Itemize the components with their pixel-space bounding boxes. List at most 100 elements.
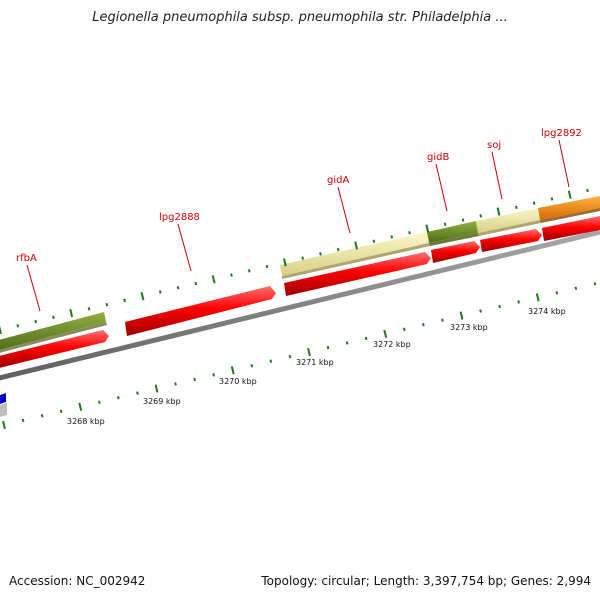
upper-major-tick (140, 292, 145, 301)
upper-minor-tick (336, 247, 340, 252)
upper-major-tick (496, 207, 501, 216)
gene-gidB[interactable] (427, 221, 479, 246)
upper-minor-tick (301, 256, 304, 260)
accession-text: Accession: NC_002942 (9, 574, 146, 588)
upper-major-tick (425, 224, 430, 233)
lower-minor-tick (174, 382, 177, 386)
lower-major-tick (230, 366, 235, 375)
upper-minor-tick (319, 252, 322, 256)
gene-rfbA[interactable] (0, 312, 107, 354)
lower-minor-tick (250, 364, 254, 368)
cds-gidA[interactable] (284, 252, 431, 296)
lower-minor-tick (117, 395, 120, 400)
cds-lpg2892[interactable] (542, 216, 600, 241)
partial-gene-blue (0, 393, 6, 404)
lower-minor-tick (574, 286, 578, 290)
lower-minor-tick (345, 341, 349, 345)
cds-lpg2888[interactable] (125, 286, 276, 336)
upper-major-tick (211, 275, 216, 284)
upper-minor-tick (515, 205, 518, 210)
lower-minor-tick (498, 304, 501, 309)
leader-gidB (435, 163, 448, 212)
scale-label-3273: 3273 kbp (450, 323, 488, 332)
lower-minor-tick (517, 300, 520, 304)
lower-major-tick (154, 384, 159, 393)
gene-lpg2892[interactable] (538, 196, 600, 223)
lower-minor-tick (98, 400, 101, 404)
upper-minor-tick (390, 235, 394, 239)
lower-minor-tick (288, 354, 292, 359)
lower-minor-tick (212, 373, 215, 377)
cds-rfbA[interactable] (0, 330, 109, 369)
scale-label-3268: 3268 kbp (67, 417, 105, 426)
upper-tick-track (0, 188, 589, 335)
lower-minor-tick (21, 418, 25, 423)
lower-minor-tick (40, 414, 44, 418)
lower-minor-tick (422, 323, 425, 327)
lower-major-tick (383, 329, 388, 338)
upper-major-tick (354, 241, 358, 250)
upper-minor-tick (158, 290, 162, 294)
gene-soj[interactable] (476, 208, 541, 236)
upper-major-tick (567, 190, 572, 199)
upper-minor-tick (123, 298, 126, 303)
gene-label-soj: soj (487, 140, 501, 151)
lower-major-tick (535, 293, 540, 302)
lower-minor-tick (269, 359, 273, 363)
upper-minor-tick (194, 281, 198, 286)
leader-soj (491, 151, 503, 200)
upper-major-tick (283, 258, 287, 267)
genome-summary-text: Topology: circular; Length: 3,397,754 bp… (261, 574, 591, 588)
upper-minor-tick (105, 302, 109, 307)
lower-tick-track (2, 282, 597, 430)
partial-gene-gray (0, 403, 7, 417)
gene-label-lpg2888: lpg2888 (159, 212, 200, 223)
scale-label-3274: 3274 kbp (528, 307, 566, 316)
lower-minor-tick (326, 345, 330, 350)
scale-label-3269: 3269 kbp (143, 397, 181, 406)
lower-minor-tick (555, 291, 559, 295)
upper-minor-tick (16, 324, 20, 328)
map-title: Legionella pneumophila subsp. pneumophil… (92, 10, 508, 25)
upper-major-tick (0, 325, 2, 335)
upper-minor-tick (532, 201, 536, 205)
lower-minor-tick (403, 327, 406, 332)
leader-gidA (337, 186, 351, 234)
gene-gidA[interactable] (280, 232, 430, 279)
upper-minor-tick (550, 197, 554, 201)
upper-minor-tick (52, 315, 55, 320)
lower-major-tick (78, 402, 83, 411)
lower-minor-tick (193, 377, 196, 382)
upper-minor-tick (34, 319, 37, 324)
leader-lpg2892 (558, 139, 570, 188)
leader-rfbA (26, 264, 41, 312)
lower-minor-tick (593, 282, 597, 286)
upper-minor-tick (408, 231, 411, 235)
lower-major-tick (307, 347, 311, 357)
cds-soj[interactable] (480, 229, 542, 252)
lower-major-tick (2, 420, 6, 430)
scale-label-3270: 3270 kbp (219, 377, 257, 386)
cds-gidB[interactable] (431, 241, 480, 263)
lower-major-tick (459, 311, 464, 320)
gene-label-gidA: gidA (327, 175, 349, 186)
upper-major-tick (69, 308, 74, 318)
gene-label-rfbA: rfbA (16, 253, 37, 264)
scale-label-3271: 3271 kbp (296, 358, 334, 367)
leader-lpg2888 (177, 223, 192, 272)
upper-minor-tick (479, 214, 483, 218)
lower-minor-tick (59, 409, 63, 414)
gene-label-gidB: gidB (427, 152, 449, 163)
upper-minor-tick (230, 273, 233, 277)
upper-minor-tick (247, 269, 251, 273)
lower-minor-tick (136, 391, 139, 395)
lower-minor-tick (479, 309, 482, 313)
upper-minor-tick (87, 307, 91, 311)
upper-minor-tick (265, 264, 269, 269)
genome-backbone (0, 229, 600, 381)
upper-minor-tick (461, 218, 465, 222)
scale-label-3272: 3272 kbp (373, 340, 411, 349)
upper-minor-tick (372, 239, 376, 243)
